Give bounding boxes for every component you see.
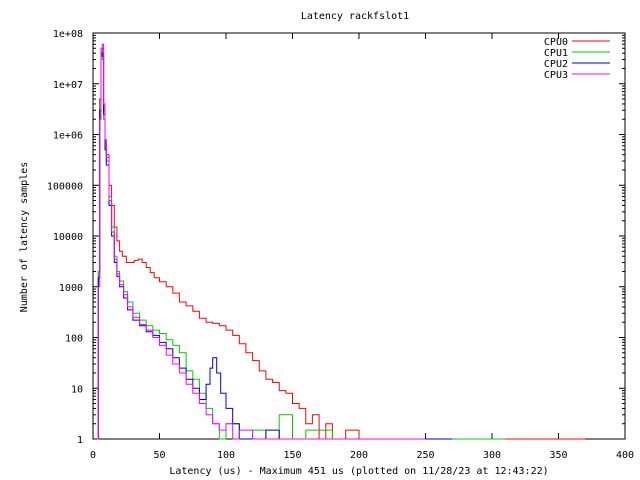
series-line-cpu1 [97, 50, 506, 440]
plot-frame [92, 32, 626, 440]
x-axis-label: Latency (us) - Maximum 451 us (plotted o… [169, 466, 548, 477]
x-tick-label: 300 [483, 450, 501, 461]
x-tick-label: 0 [90, 450, 96, 461]
legend-label-cpu0: CPU0 [544, 37, 568, 48]
y-tick-label: 1e+06 [53, 131, 83, 142]
series-line-cpu3 [97, 43, 426, 440]
x-tick-label: 50 [153, 450, 165, 461]
x-tick-label: 350 [549, 450, 567, 461]
series-lines [97, 43, 586, 440]
x-tick-label: 200 [350, 450, 368, 461]
y-tick-label: 100 [65, 334, 83, 345]
x-tick-label: 250 [416, 450, 434, 461]
x-tick-label: 400 [616, 450, 634, 461]
series-line-cpu2 [97, 52, 453, 440]
x-tick-label: 150 [283, 450, 301, 461]
y-tick-label: 1e+07 [53, 80, 83, 91]
y-tick-label: 1 [77, 435, 83, 446]
x-tick-label: 100 [217, 450, 235, 461]
y-tick-label: 10000 [53, 232, 83, 243]
legend-label-cpu1: CPU1 [544, 48, 568, 59]
y-tick-label: 1000 [59, 283, 83, 294]
chart-title: Latency rackfslot1 [301, 11, 409, 22]
y-tick-label: 100000 [47, 181, 83, 192]
y-axis-ticks: 1 10 100 1000 10000 100000 1e+06 1e+07 1e+08 [47, 29, 625, 446]
y-tick-label: 10 [71, 384, 83, 395]
series-line-cpu0 [97, 47, 586, 440]
y-tick-label: 1e+08 [53, 29, 83, 40]
y-axis-label: Number of latency samples [19, 162, 30, 313]
legend-label-cpu2: CPU2 [544, 59, 568, 70]
legend-label-cpu3: CPU3 [544, 70, 568, 81]
x-axis-ticks: 0 50 100 150 200 250 300 350 400 [90, 33, 634, 461]
